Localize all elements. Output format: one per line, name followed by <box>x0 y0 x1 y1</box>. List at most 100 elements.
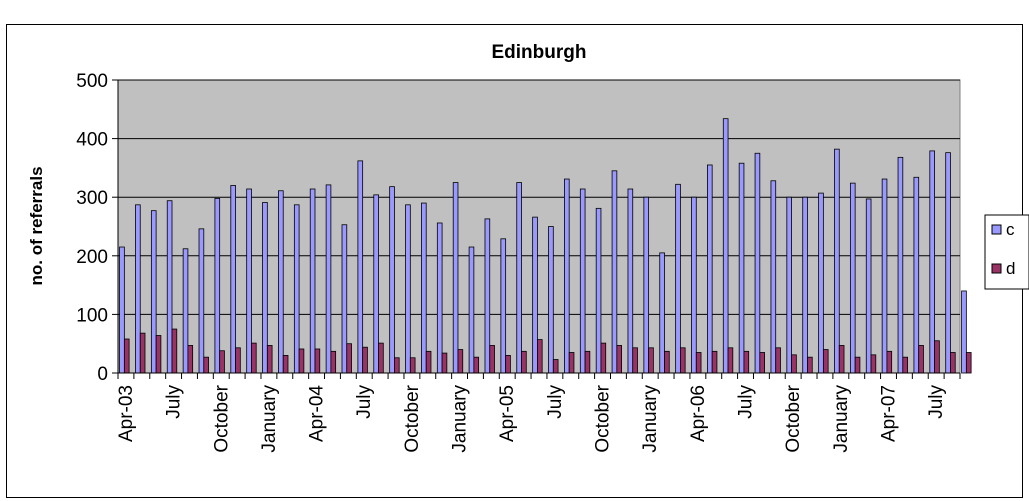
bar-d <box>298 348 305 374</box>
bar-c <box>484 218 491 374</box>
x-tick-label: July <box>545 385 566 419</box>
bar-c <box>595 207 602 374</box>
bar-d <box>584 350 591 374</box>
bar-c <box>405 204 411 374</box>
x-tick-label: July <box>164 385 185 419</box>
legend-swatch-d <box>991 263 1002 274</box>
bar-d <box>838 345 845 374</box>
bar-d <box>282 355 289 374</box>
bar-d <box>187 345 194 374</box>
bar-d <box>362 346 368 374</box>
x-tick-label: October <box>211 384 232 452</box>
bar-d <box>965 352 972 374</box>
bar-c <box>325 184 332 374</box>
bar-d <box>489 345 495 374</box>
bar-c <box>707 164 713 374</box>
bar-c <box>802 196 808 374</box>
bar-c <box>214 197 221 374</box>
bar-d <box>950 352 956 374</box>
bar-c <box>961 290 967 374</box>
bar-d <box>521 350 527 374</box>
bar-d <box>409 357 416 374</box>
bar-c <box>452 182 459 374</box>
x-tick-label: January <box>259 385 280 453</box>
bar-d <box>711 350 718 374</box>
x-tick-label: January <box>831 385 852 453</box>
bar-c <box>564 178 570 374</box>
chart-title: Edinburgh <box>492 42 587 63</box>
bar-c <box>881 178 888 374</box>
legend-label-c: c <box>1006 220 1015 239</box>
bar-c <box>849 182 856 374</box>
bar-d <box>219 350 225 374</box>
y-tick-label: 0 <box>97 364 108 385</box>
x-tick-label: July <box>736 385 757 419</box>
bar-d <box>791 354 797 374</box>
bar-c <box>119 246 125 374</box>
bar-c <box>897 156 904 374</box>
bar-d <box>664 350 670 374</box>
bar-d <box>727 347 734 374</box>
bar-c <box>532 216 538 374</box>
bar-c <box>500 238 507 374</box>
bar-d <box>123 338 130 374</box>
bar-c <box>135 204 141 374</box>
bar-d <box>441 352 448 374</box>
bar-d <box>251 342 257 374</box>
bar-c <box>834 148 840 374</box>
bar-d <box>822 349 829 374</box>
bar-c <box>150 210 157 374</box>
legend-label-d: d <box>1006 259 1015 278</box>
bar-c <box>579 188 586 374</box>
bar-c <box>659 252 665 374</box>
bar-c <box>436 222 443 374</box>
y-tick-label: 500 <box>76 71 108 92</box>
bar-c <box>865 198 872 374</box>
y-tick-label: 100 <box>76 305 108 326</box>
bar-c <box>754 152 761 374</box>
bar-c <box>929 150 935 374</box>
plot-area <box>117 79 961 374</box>
bar-c <box>262 202 268 374</box>
bar-d <box>934 340 940 374</box>
x-tick-label: October <box>402 384 423 452</box>
bar-d <box>473 356 480 374</box>
bar-d <box>854 356 861 374</box>
bar-c <box>166 200 173 374</box>
bar-d <box>314 348 321 374</box>
bar-c <box>738 162 745 374</box>
bar-d <box>775 347 781 374</box>
bar-c <box>373 194 379 374</box>
bar-c <box>611 170 618 374</box>
bar-d <box>346 343 352 374</box>
x-tick-label: Apr-07 <box>879 385 900 442</box>
bar-d <box>743 350 750 374</box>
bar-d <box>203 356 209 374</box>
bar-c <box>198 228 205 374</box>
bar-c <box>675 183 681 374</box>
bar-d <box>171 328 178 374</box>
bar-c <box>643 196 650 374</box>
bar-c <box>309 188 316 374</box>
bar-d <box>807 356 813 374</box>
y-tick-label: 200 <box>76 247 108 268</box>
y-tick-labels: 0 100 200 300 400 500 <box>76 71 118 385</box>
bar-d <box>425 350 432 374</box>
y-tick-label: 300 <box>76 188 108 209</box>
bar-d <box>759 352 765 374</box>
x-tick-label: Apr-04 <box>307 385 328 442</box>
bar-c <box>341 224 348 374</box>
bar-c <box>548 226 554 374</box>
bar-d <box>378 342 384 374</box>
bar-d <box>918 345 924 374</box>
bar-d <box>552 359 559 374</box>
bar-d <box>679 347 686 374</box>
bar-c <box>182 248 189 374</box>
x-tick-label: July <box>926 385 947 419</box>
bar-d <box>155 335 162 374</box>
x-tick-label: Apr-05 <box>497 385 518 442</box>
bar-d <box>568 352 575 374</box>
bar-c <box>230 185 236 374</box>
bar-d <box>902 356 908 374</box>
